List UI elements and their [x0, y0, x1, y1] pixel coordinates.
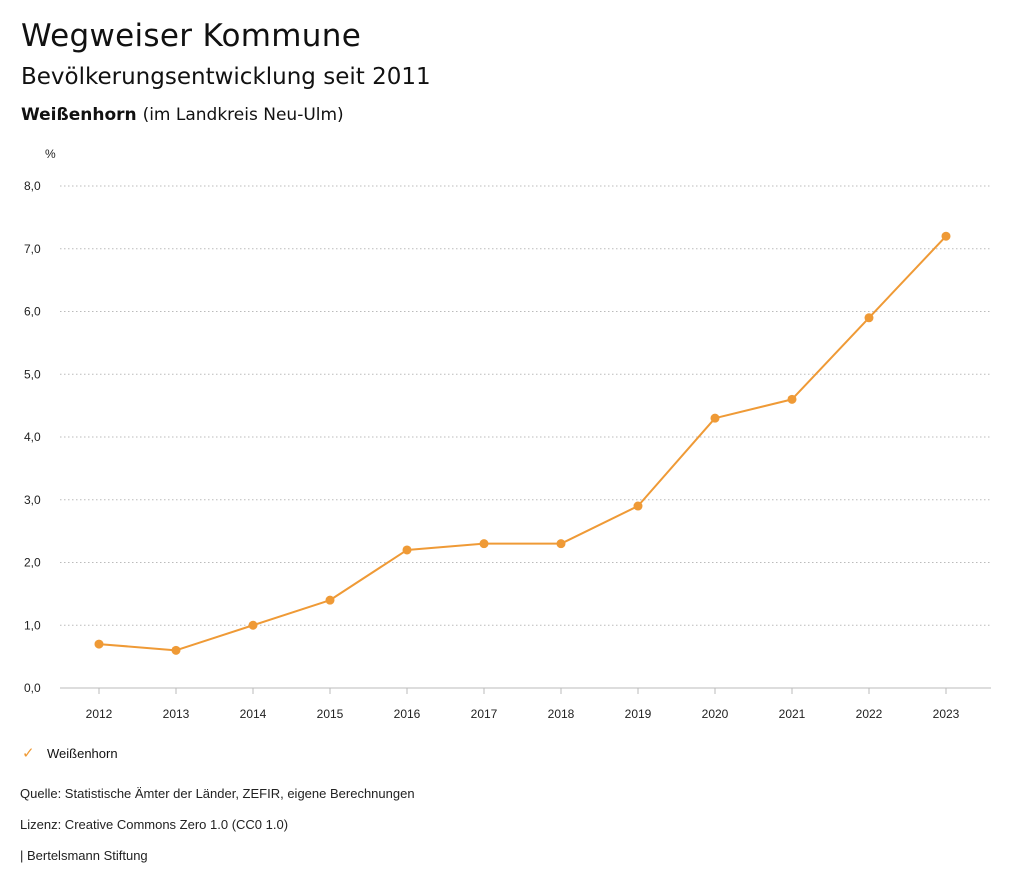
data-point[interactable] — [248, 620, 258, 630]
license-note: Lizenz: Creative Commons Zero 1.0 (CC0 1… — [20, 817, 289, 832]
x-tick-label: 2012 — [86, 707, 113, 721]
data-point[interactable] — [171, 645, 181, 655]
x-tick-label: 2020 — [702, 707, 729, 721]
source-note: Quelle: Statistische Ämter der Länder, Z… — [20, 786, 415, 801]
x-tick-label: 2015 — [317, 707, 344, 721]
y-tick-label: 6,0 — [24, 305, 41, 319]
data-point[interactable] — [787, 394, 797, 404]
legend[interactable]: ✓ Weißenhorn — [22, 744, 118, 762]
x-tick-label: 2019 — [625, 707, 652, 721]
y-tick-label: 3,0 — [24, 493, 41, 507]
page-title: Wegweiser Kommune — [21, 18, 362, 54]
data-point[interactable] — [402, 545, 412, 555]
data-point[interactable] — [94, 639, 104, 649]
y-tick-label: 2,0 — [24, 556, 41, 570]
grid-lines — [60, 185, 991, 689]
region-context: (im Landkreis Neu-Ulm) — [142, 105, 344, 125]
legend-item-label: Weißenhorn — [47, 745, 118, 761]
data-point[interactable] — [633, 501, 643, 511]
x-tick-label: 2013 — [163, 707, 190, 721]
legend-check-icon[interactable]: ✓ — [22, 745, 35, 762]
series-line — [98, 235, 947, 652]
y-tick-label: 0,0 — [24, 681, 41, 695]
x-tick-label: 2018 — [548, 707, 575, 721]
data-point[interactable] — [556, 539, 566, 549]
x-axis-ticks: 2012 2013 2014 2015 2016 2017 2018 2019 2020 2021… — [86, 688, 960, 721]
series-weissenhorn — [94, 231, 951, 655]
y-tick-label: 4,0 — [24, 430, 41, 444]
x-tick-label: 2017 — [471, 707, 498, 721]
data-point[interactable] — [325, 595, 335, 605]
data-point[interactable] — [864, 313, 874, 323]
chart-header: Wegweiser Kommune Bevölkerungsentwicklun… — [21, 14, 431, 127]
x-tick-label: 2014 — [240, 707, 267, 721]
x-tick-label: 2016 — [394, 707, 421, 721]
x-tick-label: 2022 — [856, 707, 883, 721]
y-tick-label: 5,0 — [24, 367, 41, 381]
chart-subtitle: Bevölkerungsentwicklung seit 2011 — [21, 64, 431, 90]
data-point[interactable] — [941, 231, 951, 241]
y-tick-label: 1,0 — [24, 618, 41, 632]
x-tick-label: 2021 — [779, 707, 806, 721]
data-point[interactable] — [479, 539, 489, 549]
line-chart: % 0,01,02,03,04,05,06,07,08,0 2012 2013 20… — [24, 147, 991, 721]
publisher-note: | Bertelsmann Stiftung — [20, 848, 148, 863]
data-point[interactable] — [710, 413, 720, 423]
y-axis-unit-label: % — [45, 147, 56, 161]
y-tick-label: 8,0 — [24, 179, 41, 193]
y-axis-ticks: 0,0 1,0 2,0 3,0 4,0 5,0 6,0 7,0 8,0 — [24, 179, 41, 695]
region-name: Weißenhorn — [21, 105, 137, 125]
y-tick-label: 7,0 — [24, 242, 41, 256]
x-tick-label: 2023 — [933, 707, 960, 721]
region-label: Weißenhorn (im Landkreis Neu-Ulm) — [21, 103, 431, 127]
